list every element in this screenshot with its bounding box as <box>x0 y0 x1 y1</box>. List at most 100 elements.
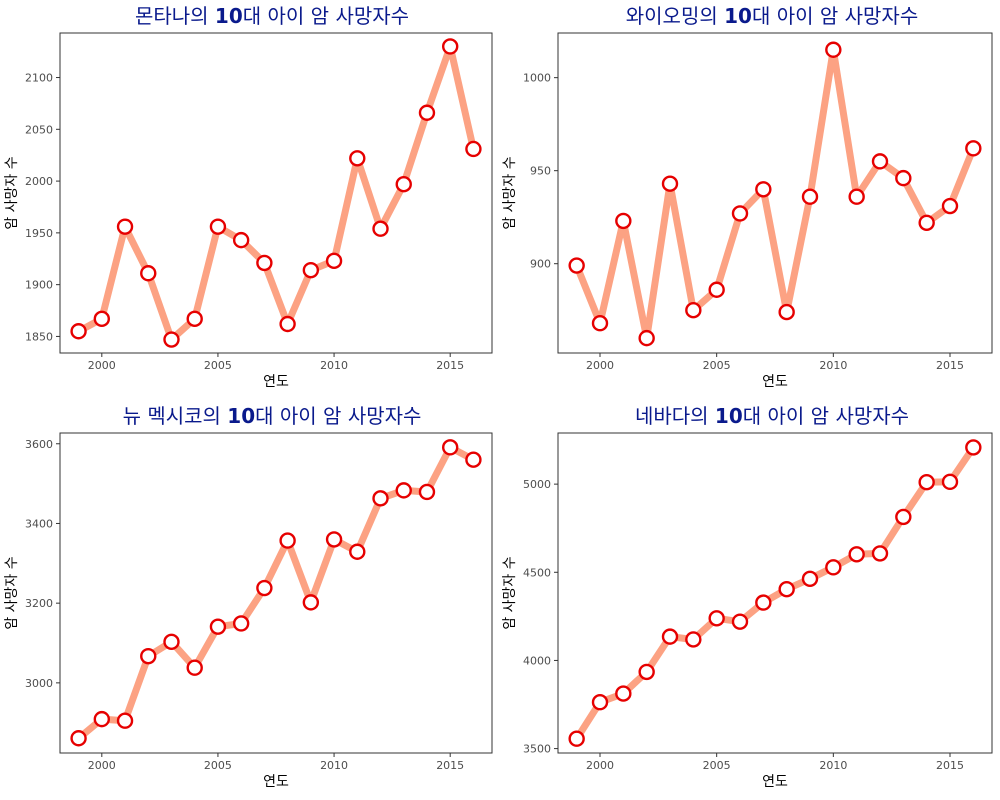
data-point <box>568 257 585 274</box>
x-tick-label: 2000 <box>88 359 116 372</box>
data-point <box>441 38 459 55</box>
y-tick-label: 1850 <box>25 330 53 343</box>
data-point <box>801 188 819 205</box>
x-tick-label: 2005 <box>703 759 731 772</box>
data-point <box>395 482 412 499</box>
data-point <box>965 140 982 157</box>
y-tick-label: 4500 <box>523 566 551 579</box>
y-tick-label: 3600 <box>25 438 53 451</box>
y-tick-label: 2050 <box>25 123 53 136</box>
y-axis-label: 암 사망자 수 <box>4 156 20 229</box>
data-point <box>708 281 725 298</box>
chart-title: 와이오밍의 10대 아이 암 사망자수 <box>626 4 918 28</box>
y-tick-label: 1900 <box>25 279 53 292</box>
x-tick-label: 2010 <box>320 759 348 772</box>
data-point <box>848 546 865 563</box>
y-tick-label: 1000 <box>523 72 551 85</box>
data-point <box>93 710 111 728</box>
data-point <box>638 329 655 347</box>
x-tick-label: 2015 <box>436 759 464 772</box>
y-tick-label: 3500 <box>523 743 551 756</box>
data-point <box>918 473 935 491</box>
chart-title-part: 와이오밍의 <box>626 4 724 28</box>
chart-title-part: 대 아이 암 사망자수 <box>243 4 409 28</box>
data-point <box>372 220 389 237</box>
data-point <box>70 323 87 340</box>
plot-frame <box>59 432 493 754</box>
chart-title-part: 대 아이 암 사망자수 <box>743 404 909 428</box>
x-tick-label: 2005 <box>204 759 232 772</box>
data-point <box>918 214 935 231</box>
x-tick-label: 2015 <box>936 359 964 372</box>
data-point <box>685 302 702 319</box>
panel-nevada: 네바다의 10대 아이 암 사망자수 2000 2005 2010 2015 3500 40… <box>502 404 993 790</box>
chart-title-part: 대 아이 암 사망자수 <box>255 404 421 428</box>
data-point <box>441 439 459 456</box>
data-point <box>209 218 227 235</box>
data-point <box>163 331 180 348</box>
data-point <box>755 594 772 611</box>
data-point <box>708 610 725 627</box>
data-point <box>232 231 250 249</box>
y-tick-label: 2000 <box>25 175 53 188</box>
data-point <box>895 508 912 526</box>
data-point <box>871 153 889 170</box>
x-tick-label: 2005 <box>703 359 731 372</box>
data-point <box>349 150 366 167</box>
y-axis-label: 암 사망자 수 <box>502 556 518 629</box>
plot-frame <box>557 32 993 354</box>
data-point <box>778 303 795 321</box>
y-axis-label: 암 사망자 수 <box>502 156 518 229</box>
series-line <box>75 43 477 343</box>
data-point <box>638 663 655 681</box>
data-point <box>465 451 482 468</box>
x-tick-label: 2015 <box>436 359 464 372</box>
data-point <box>140 265 157 282</box>
data-point <box>685 631 702 648</box>
data-point <box>871 545 889 562</box>
data-point <box>848 188 865 205</box>
plot-frame <box>59 32 493 354</box>
chart-title-part: 10 <box>227 404 255 428</box>
chart-title-part: 10 <box>715 404 743 428</box>
x-tick-label: 2000 <box>586 359 614 372</box>
data-point <box>465 140 482 158</box>
data-point <box>372 490 389 507</box>
y-tick-label: 900 <box>530 258 551 271</box>
data-point <box>825 559 842 576</box>
y-tick-label: 3200 <box>25 597 53 610</box>
data-point <box>116 712 134 729</box>
data-point <box>163 633 180 651</box>
panel-wyoming: 와이오밍의 10대 아이 암 사망자수 2000 2005 2010 2015 900 95… <box>502 4 993 390</box>
data-point <box>302 594 320 611</box>
chart-title-part: 네바다의 <box>635 404 715 428</box>
x-tick-label: 2000 <box>88 759 116 772</box>
x-tick-label: 2010 <box>819 759 847 772</box>
x-axis-label: 연도 <box>762 374 788 390</box>
data-point <box>591 694 609 711</box>
chart-title: 몬타나의 10대 아이 암 사망자수 <box>135 4 409 28</box>
panel-montana: 몬타나의 10대 아이 암 사망자수 2000 2005 2010 2015 1850 19… <box>4 4 493 390</box>
data-point <box>186 659 203 676</box>
data-point <box>279 315 296 333</box>
panel-new-mexico: 뉴 멕시코의 10대 아이 암 사망자수 2000 2005 2010 2015 3000… <box>4 404 493 790</box>
chart-title: 네바다의 10대 아이 암 사망자수 <box>635 404 909 428</box>
data-point <box>731 613 749 630</box>
data-point <box>349 543 366 560</box>
y-tick-label: 3400 <box>25 517 53 530</box>
data-point <box>615 685 632 702</box>
y-tick-label: 950 <box>530 165 551 178</box>
data-point <box>93 310 111 328</box>
x-axis-label: 연도 <box>263 774 289 790</box>
series-line <box>573 46 977 342</box>
data-point <box>418 483 436 501</box>
x-tick-label: 2000 <box>586 759 614 772</box>
data-point <box>825 41 842 58</box>
y-tick-label: 4000 <box>523 654 551 667</box>
data-point <box>325 252 343 270</box>
data-point <box>591 315 609 332</box>
data-point <box>418 104 436 121</box>
data-point <box>661 175 679 192</box>
x-axis-label: 연도 <box>263 374 289 390</box>
